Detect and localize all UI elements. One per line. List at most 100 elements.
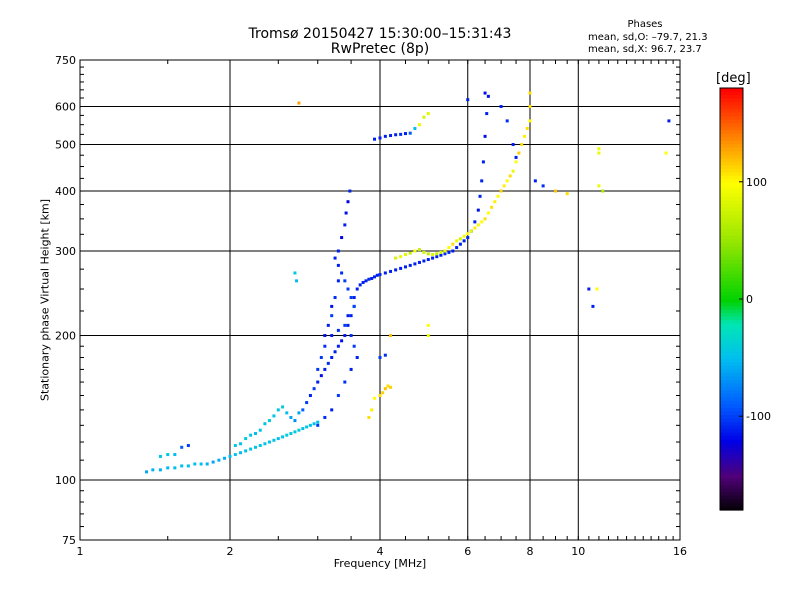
data-point xyxy=(352,344,356,348)
data-point xyxy=(253,445,257,449)
data-point xyxy=(587,287,591,291)
data-point xyxy=(330,314,334,318)
data-point xyxy=(330,408,334,412)
data-point xyxy=(553,189,557,193)
data-point xyxy=(228,454,232,458)
data-point xyxy=(383,134,387,138)
data-point xyxy=(293,430,297,434)
data-point xyxy=(316,380,320,384)
data-point xyxy=(151,468,155,472)
colorbar-segment xyxy=(720,474,743,479)
colorbar-segment xyxy=(720,488,743,494)
colorbar-segment xyxy=(720,446,743,451)
data-point xyxy=(528,105,532,109)
data-point xyxy=(323,334,327,338)
colorbar-segment xyxy=(720,288,743,293)
data-point xyxy=(466,232,470,236)
colorbar-segment xyxy=(720,415,743,420)
data-point xyxy=(349,367,353,371)
colorbar-segment xyxy=(720,295,743,300)
data-point xyxy=(186,444,190,448)
data-point xyxy=(267,440,271,444)
y-tick-label: 400 xyxy=(55,185,76,198)
colorbar-segment xyxy=(720,369,743,374)
data-point xyxy=(478,194,482,198)
data-point xyxy=(597,184,601,188)
data-point xyxy=(480,179,484,183)
data-point xyxy=(293,271,297,275)
data-point xyxy=(426,258,430,262)
data-point xyxy=(344,211,348,215)
colorbar-segment xyxy=(720,316,743,321)
data-point xyxy=(319,374,323,378)
data-point xyxy=(180,445,184,449)
data-point xyxy=(263,422,267,426)
colorbar-segment xyxy=(720,429,743,434)
colorbar-segment xyxy=(720,478,743,483)
colorbar-segment xyxy=(720,320,743,325)
data-point xyxy=(333,256,337,260)
data-point xyxy=(389,134,393,138)
data-point xyxy=(422,250,426,254)
data-point xyxy=(373,137,377,141)
colorbar-segment xyxy=(720,432,743,437)
data-point xyxy=(417,260,421,264)
data-point xyxy=(514,155,518,159)
data-point xyxy=(511,143,515,147)
data-point xyxy=(505,119,509,123)
colorbar-segment xyxy=(720,249,743,254)
data-point xyxy=(295,279,299,283)
data-point xyxy=(336,328,340,332)
data-point xyxy=(173,453,177,457)
colorbar-segment xyxy=(720,140,743,145)
colorbar-segment xyxy=(720,270,743,275)
data-point xyxy=(413,262,417,266)
data-point xyxy=(301,427,305,431)
data-point xyxy=(217,458,221,462)
colorbar-segment xyxy=(720,365,743,370)
colorbar-tick-label: -100 xyxy=(746,410,771,423)
colorbar-segment xyxy=(720,91,743,96)
data-point xyxy=(340,271,344,275)
data-point xyxy=(378,273,382,277)
data-point xyxy=(346,200,350,204)
data-point xyxy=(394,133,398,137)
data-point xyxy=(249,447,253,451)
data-point xyxy=(186,464,190,468)
data-point xyxy=(346,323,350,327)
data-point xyxy=(664,151,668,155)
colorbar-segment xyxy=(720,239,743,244)
colorbar-segment xyxy=(720,130,743,135)
data-point xyxy=(443,249,447,253)
colorbar-segment xyxy=(720,390,743,395)
data-point xyxy=(312,422,316,426)
data-point xyxy=(508,174,512,178)
colorbar-unit-label: [deg] xyxy=(716,71,751,86)
data-point xyxy=(417,248,421,252)
data-point xyxy=(447,246,451,250)
colorbar-segment xyxy=(720,404,743,409)
colorbar-segment xyxy=(720,481,743,486)
data-point xyxy=(333,296,337,300)
data-point xyxy=(601,189,605,193)
data-point xyxy=(511,169,515,173)
colorbar-segment xyxy=(720,291,743,297)
colorbar-segment xyxy=(720,182,743,188)
data-point xyxy=(439,253,443,257)
data-point xyxy=(403,253,407,257)
colorbar-segment xyxy=(720,400,743,406)
data-point xyxy=(352,304,356,308)
colorbar-segment xyxy=(720,450,743,455)
x-tick-label: 16 xyxy=(673,545,687,558)
data-point xyxy=(336,344,340,348)
data-point xyxy=(483,134,487,138)
data-point xyxy=(343,279,347,283)
colorbar-segment xyxy=(720,341,743,346)
y-tick-label: 500 xyxy=(55,139,76,152)
colorbar-segment xyxy=(720,443,743,448)
data-point xyxy=(316,367,320,371)
y-axis-label: Stationary phase Virtual Height [km] xyxy=(38,198,52,402)
chart-title: Tromsø 20150427 15:30:00–15:31:43 xyxy=(248,26,512,42)
data-point xyxy=(145,470,149,474)
